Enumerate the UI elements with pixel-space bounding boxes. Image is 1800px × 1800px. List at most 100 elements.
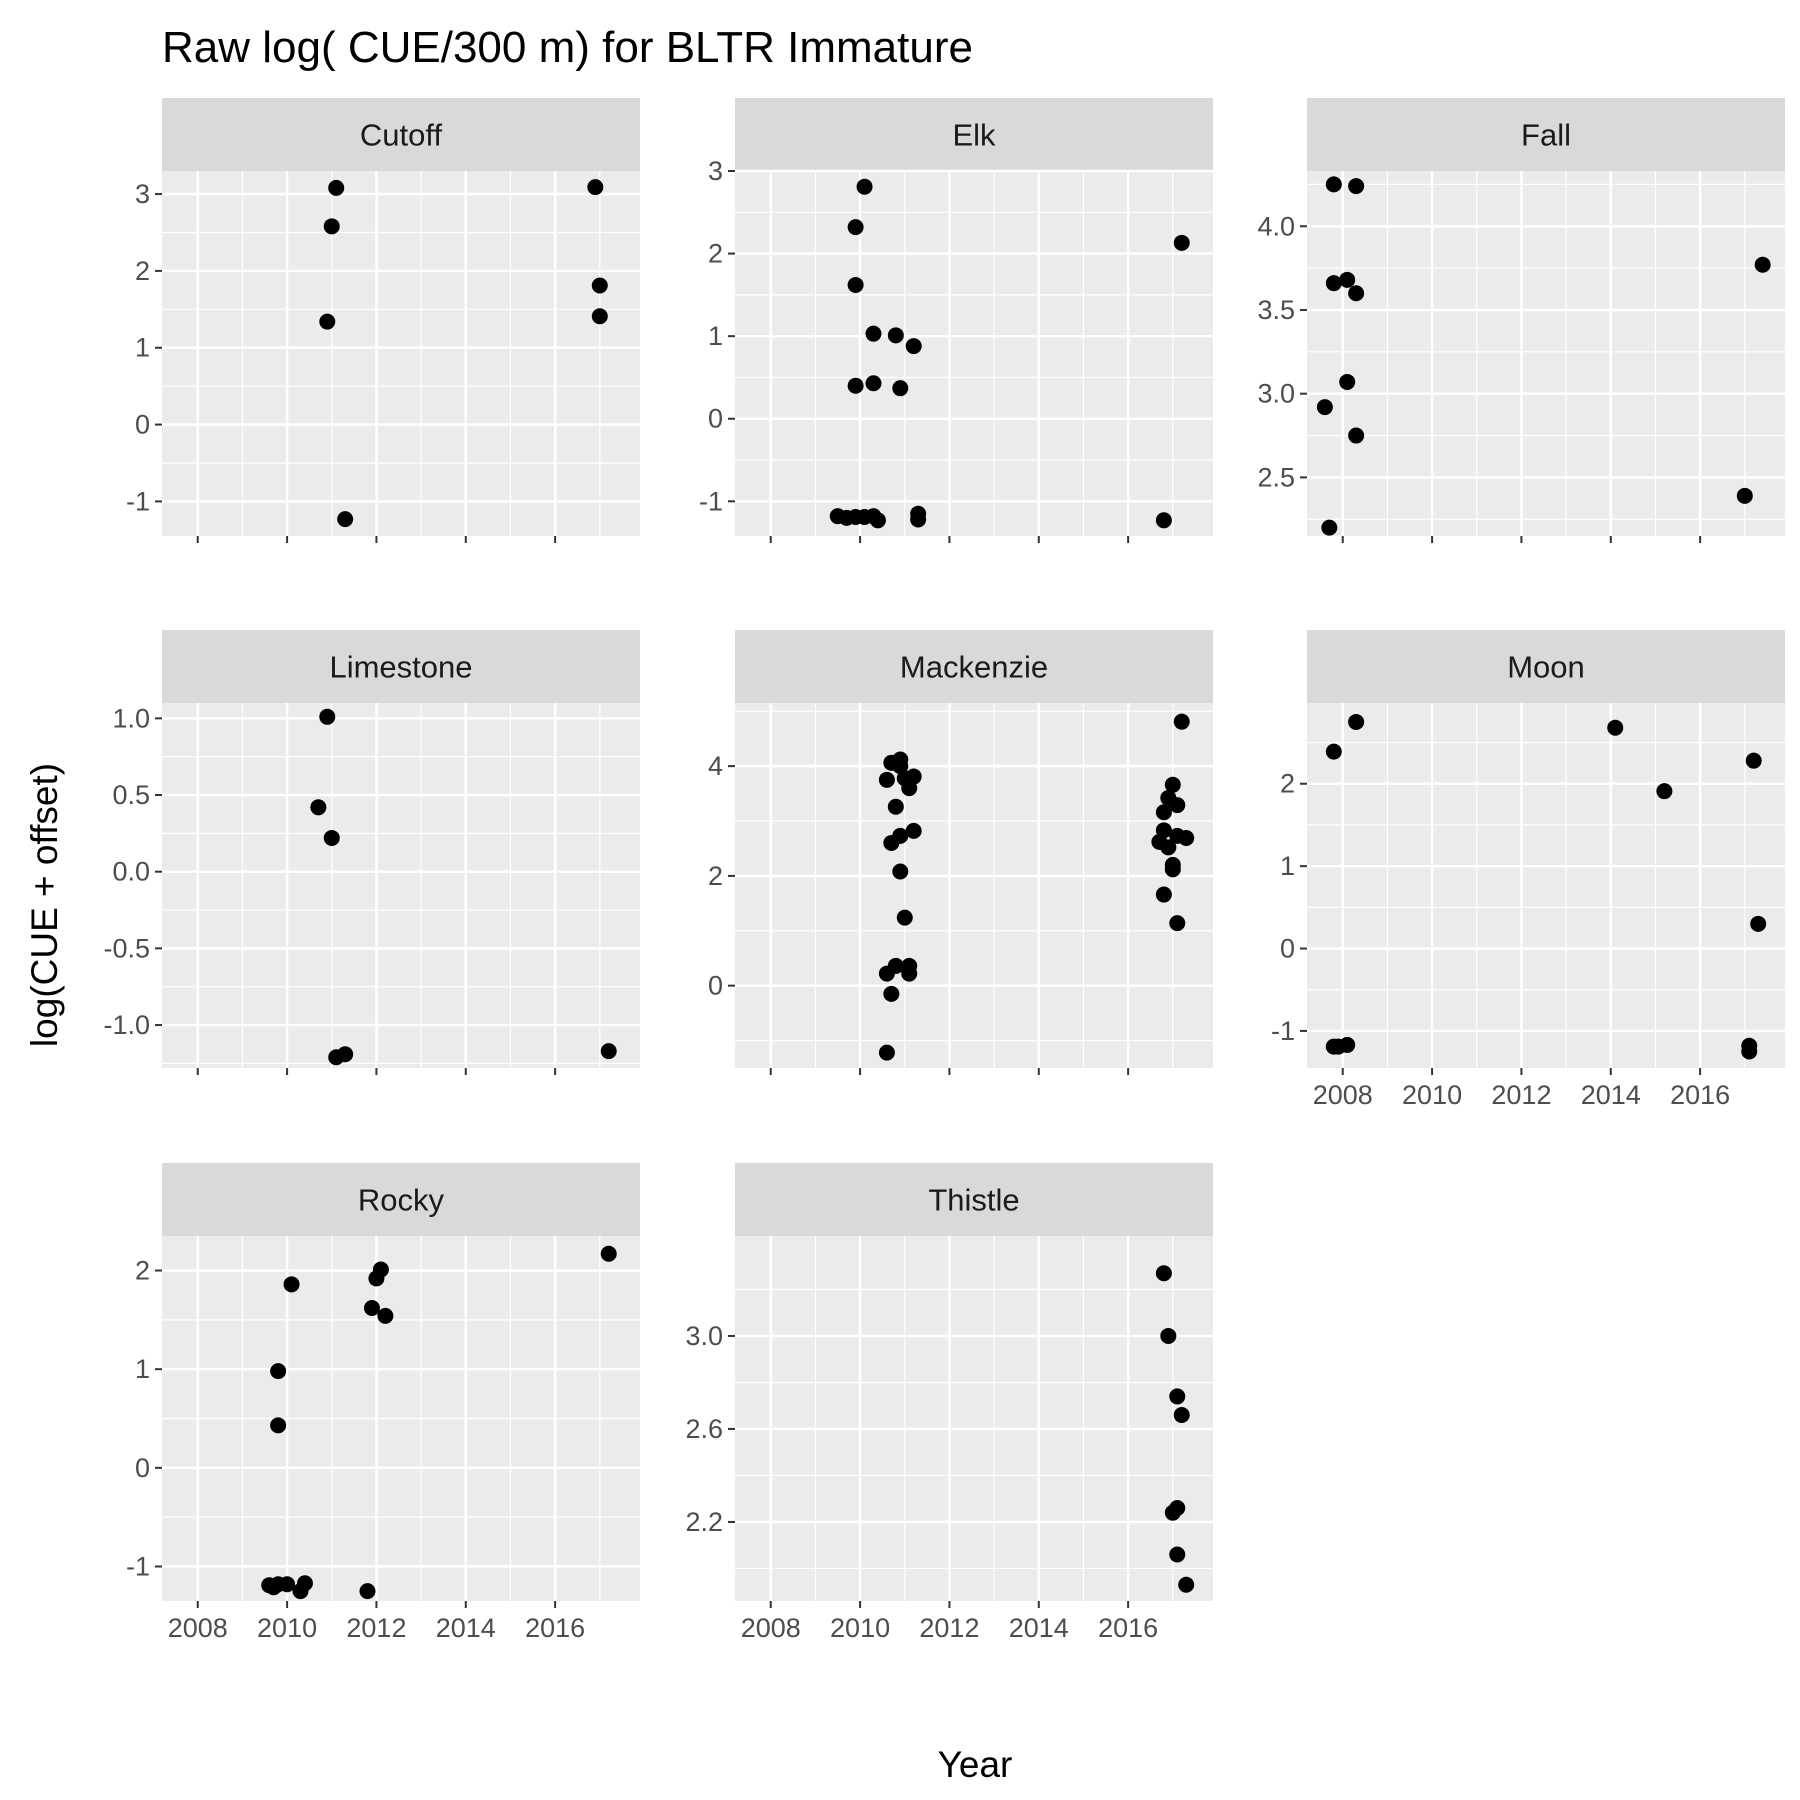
data-point [363,1300,380,1317]
x-tick-label: 2016 [525,1613,585,1643]
y-tick-label: 0 [135,410,150,440]
data-point [1169,797,1186,814]
data-point [905,338,922,355]
data-point [910,511,927,528]
data-point [1339,373,1356,390]
y-tick-label: 4.0 [1257,211,1295,241]
data-point [892,827,909,844]
y-tick-label: 0 [135,1453,150,1483]
facet-strip [162,98,640,171]
data-point [1736,487,1753,504]
facet-strip [162,630,640,703]
y-tick-label: 2 [1280,769,1295,799]
data-point [1178,830,1195,847]
data-point [283,1276,300,1293]
y-tick-label: 0 [708,971,723,1001]
y-tick-label: 2.2 [685,1507,723,1537]
facet-panel-fall: Fall 2.5 3.0 3.5 4.0 [1257,98,1785,543]
data-point [901,965,918,982]
y-tick-label: 2 [135,256,150,286]
data-point [372,1261,389,1278]
data-point [323,829,340,846]
facet-strip-label: Limestone [329,650,472,685]
data-point [1164,861,1181,878]
y-tick-label: -1 [699,486,723,516]
chart-title: Raw log( CUE/300 m) for BLTR Immature [162,23,973,72]
facet-strip-label: Rocky [358,1183,445,1218]
y-tick-label: -0.5 [103,933,150,963]
data-point [1750,915,1767,932]
x-tick-label: 2012 [346,1613,406,1643]
y-tick-label: 3.0 [685,1321,723,1351]
y-tick-label: 4 [708,751,723,781]
x-tick-label: 2010 [1402,1080,1462,1110]
y-tick-label: 3 [708,156,723,186]
facet-panel-elk: Elk -1 0 1 2 3 [699,98,1213,543]
y-tick-label: 3 [135,179,150,209]
data-point [328,179,345,196]
facet-strip-label: Elk [952,118,996,153]
data-point [905,768,922,785]
data-point [1164,776,1181,793]
plot-background [1307,171,1785,536]
data-point [892,380,909,397]
plot-background [162,171,640,536]
y-tick-label: 2.5 [1257,462,1295,492]
data-point [1745,752,1762,769]
facet-strip [162,1163,640,1236]
x-tick-label: 2010 [830,1613,890,1643]
y-tick-label: 0.5 [112,780,150,810]
data-point [1155,822,1172,839]
data-point [1169,1546,1186,1563]
data-point [892,863,909,880]
data-point [1173,234,1190,251]
data-point [1169,1500,1186,1517]
x-tick-label: 2014 [436,1613,496,1643]
plot-background [1307,703,1785,1068]
x-tick-label: 2014 [1581,1080,1641,1110]
y-tick-label: -1 [1271,1016,1295,1046]
data-point [1169,915,1186,932]
facet-strip [735,1163,1213,1236]
data-point [887,798,904,815]
data-point [359,1583,376,1600]
y-tick-label: 3.5 [1257,295,1295,325]
data-point [865,375,882,392]
data-point [878,1044,895,1061]
data-point [1155,804,1172,821]
facet-panel-cutoff: Cutoff -1 0 1 2 3 [126,98,640,543]
facet-panel-thistle: Thistle 2.2 2.6 3.0 2008 2010 2012 2014 2016 [685,1163,1213,1643]
plot-background [735,703,1213,1068]
data-point [1325,176,1342,193]
y-tick-label: -1 [126,486,150,516]
facet-panel-moon: Moon -1 0 1 2 2008 2010 2012 2014 2016 [1271,630,1785,1110]
data-point [600,1043,617,1060]
facet-panel-limestone: Limestone -1.0 -0.5 0.0 0.5 1.0 [103,630,640,1075]
data-point [1316,399,1333,416]
data-point [865,325,882,342]
plot-background [162,703,640,1068]
facet-strip [735,630,1213,703]
data-point [1348,713,1365,730]
data-point [1160,1327,1177,1344]
data-point [1173,1407,1190,1424]
y-tick-label: 0 [708,404,723,434]
y-tick-label: -1 [126,1551,150,1581]
data-point [1155,886,1172,903]
y-tick-label: 0 [1280,934,1295,964]
y-tick-label: 1 [135,1354,150,1384]
y-tick-label: -1.0 [103,1010,150,1040]
data-point [310,799,327,816]
data-point [869,512,886,529]
data-point [337,511,354,528]
data-point [892,758,909,775]
data-point [878,771,895,788]
data-point [1160,839,1177,856]
data-point [337,1046,354,1063]
facet-strip [1307,98,1785,171]
facet-panel-mackenzie: Mackenzie 0 2 4 [708,630,1213,1075]
data-point [887,957,904,974]
plot-background [735,1236,1213,1601]
facet-panel-rocky: Rocky -1 0 1 2 2008 2010 2012 2014 2016 [126,1163,640,1643]
